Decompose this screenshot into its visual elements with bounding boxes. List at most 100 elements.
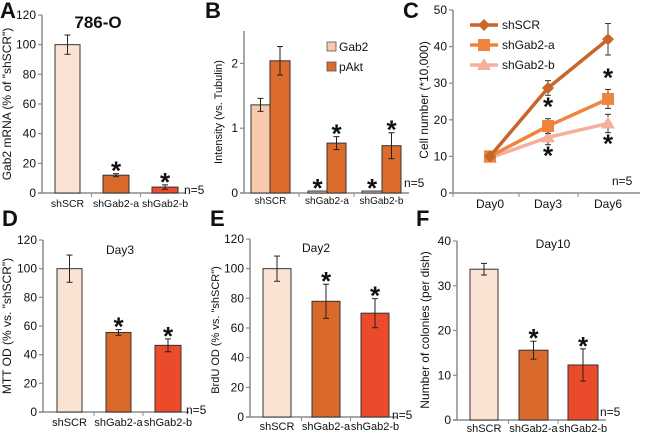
x-tick-label: shGab2-b xyxy=(559,423,607,435)
bar xyxy=(262,268,292,418)
panel-c: C Cell number (*10,000) 0 10 20 30 40 50 Day0 Day… xyxy=(403,0,640,211)
legend-label: shGab2-b xyxy=(502,58,555,72)
significance-star: * xyxy=(160,167,171,197)
y-axis-label: Gab2 mRNA (% of "shSCR") xyxy=(0,28,14,181)
y-axis-label: BrdU OD (% vs. "shSCR") xyxy=(210,266,222,394)
data-point xyxy=(542,81,554,94)
data-point xyxy=(484,150,496,163)
bar xyxy=(326,142,347,194)
y-tick-label: 80 xyxy=(231,291,245,305)
y-axis-label: MTT OD (% vs. "shSCR") xyxy=(0,258,14,394)
y-tick-label: 0 xyxy=(444,413,451,427)
significance-star: * xyxy=(578,331,589,361)
y-tick-label: 120 xyxy=(224,232,244,246)
significance-star: * xyxy=(113,312,124,342)
panel-letter: E xyxy=(210,206,225,231)
sample-size-label: n=5 xyxy=(612,174,633,188)
y-tick-label: 40 xyxy=(434,40,448,54)
y-tick-label: 10 xyxy=(438,368,452,382)
y-axis-label: Number of colonies (per dish) xyxy=(418,251,432,408)
legend-label: pAkt xyxy=(339,60,364,74)
panel-e: E Day2 BrdU OD (% vs. "shSCR") 0 20 40 60 80 100… xyxy=(210,206,413,433)
panel-letter: C xyxy=(403,0,419,23)
significance-star: * xyxy=(370,281,381,311)
bar xyxy=(311,300,341,418)
legend-marker xyxy=(478,19,490,31)
legend-marker xyxy=(478,39,490,51)
bar xyxy=(469,268,499,421)
legend-swatch xyxy=(326,41,337,52)
legend-label: shSCR xyxy=(502,18,540,32)
x-tick-label: shSCR xyxy=(52,417,87,429)
significance-star: * xyxy=(321,266,332,296)
x-tick-label: shGab2-a xyxy=(302,421,351,433)
bar xyxy=(105,331,132,413)
significance-star: * xyxy=(543,92,554,122)
y-tick-label: 120 xyxy=(17,233,37,247)
sample-size-label: n=5 xyxy=(186,403,207,417)
x-tick-label: Day0 xyxy=(476,197,504,211)
x-tick-label: shGab2-b xyxy=(351,421,399,433)
y-tick-label: 80 xyxy=(24,290,38,304)
panel-letter: D xyxy=(2,206,18,231)
y-tick-label: 80 xyxy=(23,67,37,81)
bar xyxy=(54,44,81,194)
x-tick-label: Day6 xyxy=(594,197,622,211)
y-tick-label: 60 xyxy=(23,97,37,111)
panel-letter: B xyxy=(205,0,221,23)
y-tick-label: 10 xyxy=(434,149,448,163)
y-tick-label: 30 xyxy=(434,76,448,90)
significance-star: * xyxy=(312,173,323,203)
x-tick-label: shGab2-a xyxy=(509,423,558,435)
y-tick-label: 100 xyxy=(16,38,36,52)
significance-star: * xyxy=(367,173,378,203)
x-tick-label: shGab2-a xyxy=(93,198,139,210)
chart-title: Day2 xyxy=(302,241,330,255)
significance-star: * xyxy=(163,321,174,351)
y-tick-label: 50 xyxy=(434,3,448,17)
x-tick-label: Day3 xyxy=(534,197,562,211)
y-tick-label: 20 xyxy=(434,113,448,127)
y-tick-label: 120 xyxy=(16,8,36,22)
legend-label: Gab2 xyxy=(339,40,369,54)
x-tick-label: shGab2-a xyxy=(305,196,349,207)
panel-letter: A xyxy=(0,0,16,23)
y-tick-label: 40 xyxy=(438,234,452,248)
significance-star: * xyxy=(603,62,614,92)
x-tick-label: shSCR xyxy=(467,423,502,435)
y-tick-label: 0 xyxy=(29,186,36,200)
significance-star: * xyxy=(603,129,614,159)
y-tick-label: 0 xyxy=(440,186,447,200)
y-tick-label: 0 xyxy=(231,186,238,200)
y-tick-label: 60 xyxy=(24,319,38,333)
bar xyxy=(518,349,549,421)
sample-size-label: n=5 xyxy=(184,183,205,197)
significance-star: * xyxy=(386,115,397,145)
chart-title: 786-O xyxy=(74,13,121,32)
y-tick-label: 20 xyxy=(438,324,452,338)
data-point xyxy=(602,33,614,46)
sample-size-label: n=5 xyxy=(392,408,413,422)
bar xyxy=(56,268,83,413)
y-tick-label: 30 xyxy=(438,279,452,293)
y-tick-label: 40 xyxy=(23,127,37,141)
sample-size-label: n=5 xyxy=(600,405,621,419)
y-tick-label: 0 xyxy=(237,410,244,424)
legend-swatch xyxy=(326,61,337,72)
bar xyxy=(269,60,291,194)
panel-d: D Day3 MTT OD (% vs. "shSCR") 0 20 40 60 80 100 1… xyxy=(0,206,207,429)
x-tick-label: shSCR xyxy=(51,198,85,210)
chart-title: Day10 xyxy=(536,237,571,251)
significance-star: * xyxy=(331,119,342,149)
y-tick-label: 40 xyxy=(24,348,38,362)
panel-b: B Intensity (vs. Tubulin) 0 1 2 shSCR shGab2-a… xyxy=(205,0,425,207)
y-axis-label: Intensity (vs. Tubulin) xyxy=(213,60,225,164)
bar xyxy=(360,312,390,418)
y-tick-label: 20 xyxy=(23,156,37,170)
y-tick-label: 20 xyxy=(24,376,38,390)
panel-f: F Day10 Number of colonies (per dish) 0 10 20… xyxy=(416,206,621,435)
legend-label: shGab2-a xyxy=(502,38,555,52)
data-point xyxy=(601,116,615,129)
